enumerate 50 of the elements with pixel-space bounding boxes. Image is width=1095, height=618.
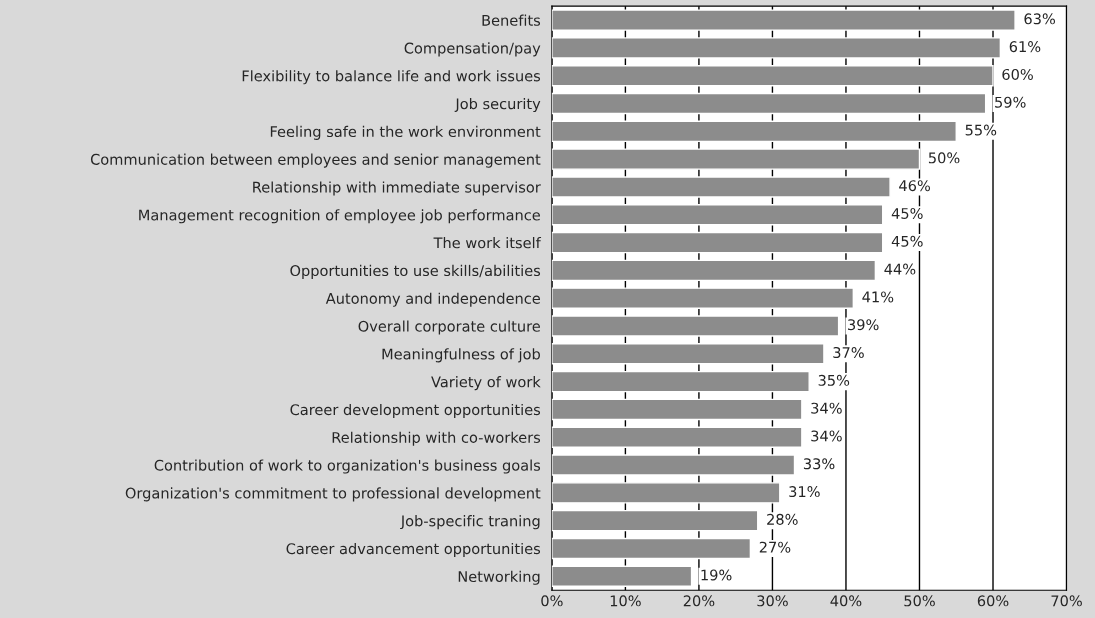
data-label: 45% (891, 235, 923, 247)
data-label: 34% (811, 402, 842, 414)
x-tick-label: 40% (830, 595, 862, 607)
y-tick-label: Overall corporate culture (358, 320, 540, 335)
y-tick-label: Compensation/pay (404, 42, 541, 57)
y-tick-label: The work itself (433, 237, 542, 249)
data-label: 45% (891, 207, 923, 219)
x-tick-label: 30% (757, 595, 788, 607)
y-tick-label: Career development opportunities (290, 403, 541, 418)
data-label: 39% (848, 319, 879, 331)
y-tick-label: Flexibility to balance life and work issues (242, 70, 541, 85)
x-tick-label: 10% (610, 595, 641, 607)
data-label: 46% (899, 180, 931, 192)
data-label: 61% (1009, 41, 1041, 53)
x-tick-label: 20% (683, 595, 715, 607)
x-tick-label: 50% (904, 595, 935, 607)
y-tick-label: Job security (454, 97, 541, 113)
y-tick-label: Variety of work (431, 376, 541, 391)
data-label: 55% (965, 124, 997, 136)
data-label: 37% (833, 347, 864, 359)
data-label: 27% (759, 541, 791, 553)
x-tick-label: 0% (541, 595, 563, 607)
data-label: 63% (1024, 13, 1056, 25)
y-tick-label: Meaningfulness of job (382, 348, 540, 363)
x-tick-label: 70% (1051, 595, 1082, 607)
data-label: 33% (803, 458, 835, 470)
data-label: 41% (862, 291, 894, 303)
data-label: 28% (767, 513, 798, 525)
y-tick-label: Relationship with immediate supervisor (253, 181, 541, 196)
x-tick-label: 60% (977, 595, 1009, 607)
data-label: 59% (995, 96, 1026, 108)
y-tick-label: Opportunities to use skills/abilities (290, 264, 541, 279)
data-label: 19% (701, 569, 732, 581)
data-label: 34% (811, 430, 842, 442)
y-tick-label: Communication between employees and senior management (90, 153, 541, 168)
y-tick-label: Job-specific traning (400, 515, 540, 530)
data-label: 35% (818, 374, 850, 386)
y-tick-label: Networking (458, 570, 540, 585)
y-tick-label: Autonomy and independence (325, 292, 540, 307)
y-tick-label: Feeling safe in the work environment (270, 125, 541, 140)
y-tick-label: Benefits (482, 14, 541, 26)
y-tick-label: Organization's commitment to professional development (125, 487, 541, 502)
y-tick-label: Career advancement opportunities (286, 542, 541, 558)
y-tick-label: Contribution of work to organization's business goals (154, 459, 541, 474)
y-tick-label: Relationship with co-workers (332, 431, 541, 446)
y-tick-label: Management recognition of employee job performance (139, 209, 540, 224)
data-label: 44% (884, 263, 916, 275)
data-label: 60% (1002, 68, 1033, 80)
data-label: 50% (928, 152, 960, 164)
data-label: 31% (789, 486, 820, 498)
